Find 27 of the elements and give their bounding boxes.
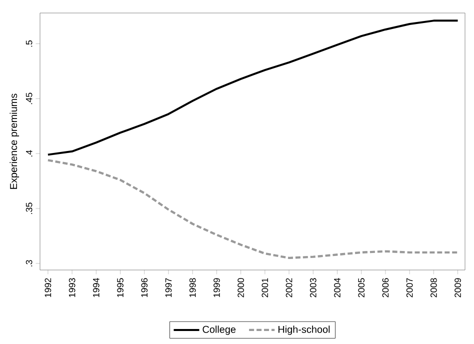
y-tick-label: .3	[26, 260, 32, 266]
x-tick-label: 1993	[68, 278, 76, 298]
y-tick-label: .45	[26, 92, 32, 104]
x-tick-label: 2001	[262, 278, 268, 298]
x-tick-label: 1998	[189, 278, 196, 298]
x-tick-label: 2003	[310, 278, 316, 298]
x-tick-label: 2009	[454, 278, 461, 298]
x-tick-label: 1997	[165, 278, 172, 298]
x-tick-label: 2002	[286, 278, 292, 298]
x-tick-label: 2000	[238, 278, 244, 298]
legend-label: High-school	[278, 326, 330, 335]
y-tick-label: .4	[26, 150, 32, 157]
x-tick-label: 2007	[406, 278, 413, 298]
legend-label: College	[202, 326, 236, 335]
x-tick-label: 2006	[382, 278, 389, 298]
x-tick-label: 2004	[334, 278, 340, 298]
y-tick-label: .35	[26, 202, 32, 214]
x-tick-label: 1996	[141, 278, 148, 298]
y-tick-label: .5	[26, 40, 32, 47]
x-tick-label: 2008	[430, 278, 437, 298]
y-axis-title: Experience premiums	[10, 94, 20, 189]
x-tick-label: 2005	[358, 278, 365, 298]
x-tick-label: 1992	[44, 278, 52, 298]
x-tick-label: 1994	[92, 278, 100, 298]
x-tick-label: 1999	[214, 278, 220, 298]
line-series	[46, 20, 459, 156]
x-tick-label: 1995	[117, 278, 124, 298]
